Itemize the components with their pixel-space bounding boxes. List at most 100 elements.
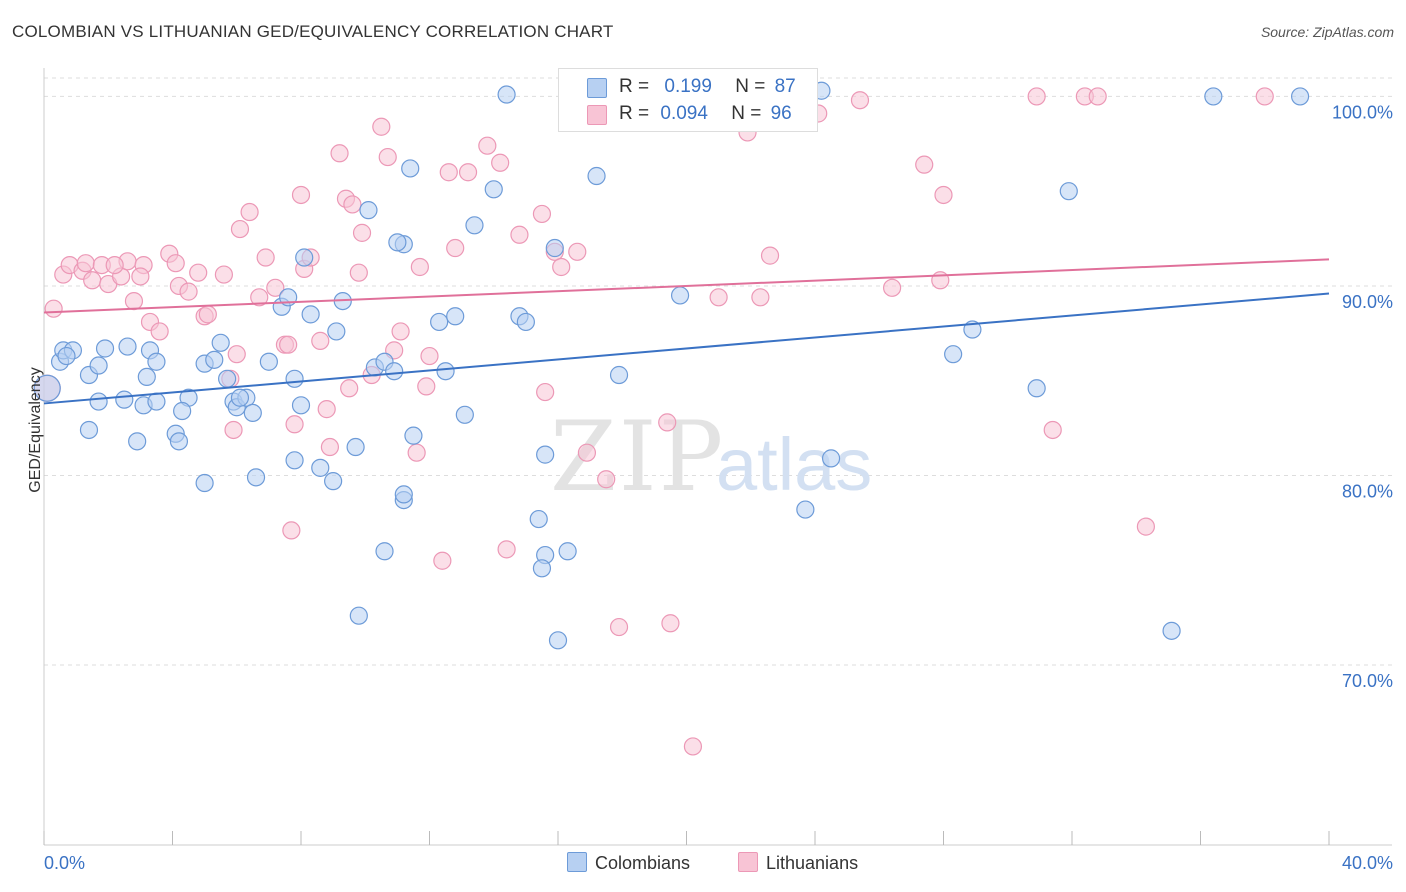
lithuanian-point [609, 617, 629, 637]
colombian-point [195, 473, 214, 493]
lithuanian-point [83, 271, 102, 290]
lithuanian-point [597, 470, 616, 489]
colombian-point [497, 85, 516, 104]
lithuanian-point [198, 305, 217, 324]
lithuanian-point [510, 225, 529, 244]
lithuanian-point [410, 257, 429, 277]
lithuanian-point [378, 147, 397, 167]
bottom-legend-swatch-colombians [567, 852, 587, 872]
colombian-point [89, 392, 108, 411]
colombian-point [311, 458, 330, 477]
colombian-point [430, 312, 449, 332]
y-tick-label: 100.0% [1332, 102, 1393, 122]
lithuanian-point [240, 202, 259, 222]
lithuanian-point [1255, 87, 1274, 106]
colombian-point [548, 631, 568, 650]
colombian-point [375, 542, 394, 561]
colombian-point [259, 352, 278, 371]
legend-n-value: 96 [770, 103, 792, 124]
lithuanian-point [166, 254, 185, 273]
lithuanian-point [150, 322, 169, 341]
colombian-point [1027, 379, 1046, 398]
lithuanian-point [320, 437, 340, 457]
x-tick-label: 0.0% [44, 853, 85, 873]
y-tick-label: 80.0% [1342, 481, 1393, 501]
lithuanian-point [536, 382, 555, 402]
bottom-legend-colombians: Colombians [567, 852, 690, 874]
lithuanian-point [230, 219, 250, 239]
lithuanians-trend-line [43, 258, 1330, 314]
legend-row-lithuanians: R = 0.094 N = 96 [619, 103, 792, 125]
colombian-point [394, 485, 413, 504]
colombian-point [465, 216, 484, 235]
source-label: Source: ZipAtlas.com [1260, 24, 1394, 40]
lithuanian-point [1027, 87, 1046, 106]
lithuanian-point [532, 204, 552, 224]
bottom-legend-swatch-lithuanians [738, 852, 758, 872]
lithuanian-point [224, 420, 243, 440]
lithuanian-point [291, 185, 311, 205]
colombian-point [118, 337, 137, 356]
colombian-point [89, 356, 108, 375]
lithuanian-point [915, 155, 934, 174]
colombian-point [821, 449, 841, 468]
colombian-point [558, 542, 577, 561]
colombian-point [359, 201, 378, 220]
colombian-point [128, 432, 147, 451]
bottom-legend-lithuanians: Lithuanians [738, 852, 858, 874]
lithuanian-point [1088, 87, 1107, 106]
lithuanian-point [1043, 420, 1062, 440]
lithuanian-point [446, 238, 465, 258]
legend-swatch-lithuanians [587, 105, 607, 125]
lithuanian-point [105, 255, 124, 275]
lithuanian-point [330, 144, 349, 163]
lithuanian-point [250, 288, 269, 307]
colombian-point [57, 346, 76, 366]
colombian-point [455, 405, 474, 424]
lithuanian-point [179, 282, 198, 301]
lithuanian-point [131, 267, 150, 286]
lithuanian-point [372, 117, 391, 136]
colombian-point [1162, 621, 1181, 640]
colombian-point [944, 345, 963, 364]
lithuanian-point [1136, 517, 1155, 536]
colombian-point [401, 159, 420, 178]
colombian-point [79, 420, 99, 440]
legend-swatch-colombians [587, 78, 607, 98]
colombian-point [301, 305, 320, 324]
bottom-legend-label: Colombians [595, 853, 691, 873]
lithuanian-point [349, 263, 368, 282]
lithuanian-point [658, 413, 677, 432]
legend-r-value: 0.094 [660, 103, 708, 124]
colombian-point [796, 500, 815, 519]
colombian-point [211, 333, 230, 352]
colombian-point [1290, 87, 1310, 106]
legend-n-label: N = [735, 76, 766, 97]
tick-labels: 70.0% 80.0% 90.0% 100.0% 0.0% 40.0% [44, 102, 1393, 873]
colombian-point [532, 559, 552, 578]
lithuanian-point [266, 278, 285, 297]
legend-r-value: 0.199 [664, 76, 712, 97]
lithuanian-point [882, 278, 902, 297]
lithuanian-point [433, 551, 452, 570]
lithuanian-point [458, 163, 478, 182]
colombian-point [295, 248, 314, 267]
lithuanian-point [683, 737, 703, 756]
colombian-point [536, 445, 555, 464]
bottom-legend-label: Lithuanians [766, 853, 859, 873]
colombian-point [147, 392, 166, 411]
colombian-point [169, 432, 189, 451]
colombian-point [436, 362, 455, 381]
grid-layer [44, 77, 1392, 666]
x-tick-label: 40.0% [1342, 853, 1393, 873]
chart-title: COLOMBIAN VS LITHUANIAN GED/EQUIVALENCY … [12, 22, 614, 41]
watermark: ZIP atlas [550, 401, 872, 513]
lithuanian-point [709, 288, 728, 307]
legend-n-label: N = [731, 103, 762, 124]
colombian-point [587, 166, 606, 186]
lithuanian-point [282, 521, 301, 540]
legend-r-label: R = [619, 76, 650, 97]
lithuanian-point [478, 136, 497, 155]
lithuanian-point [227, 345, 246, 364]
colombian-point [385, 362, 404, 381]
